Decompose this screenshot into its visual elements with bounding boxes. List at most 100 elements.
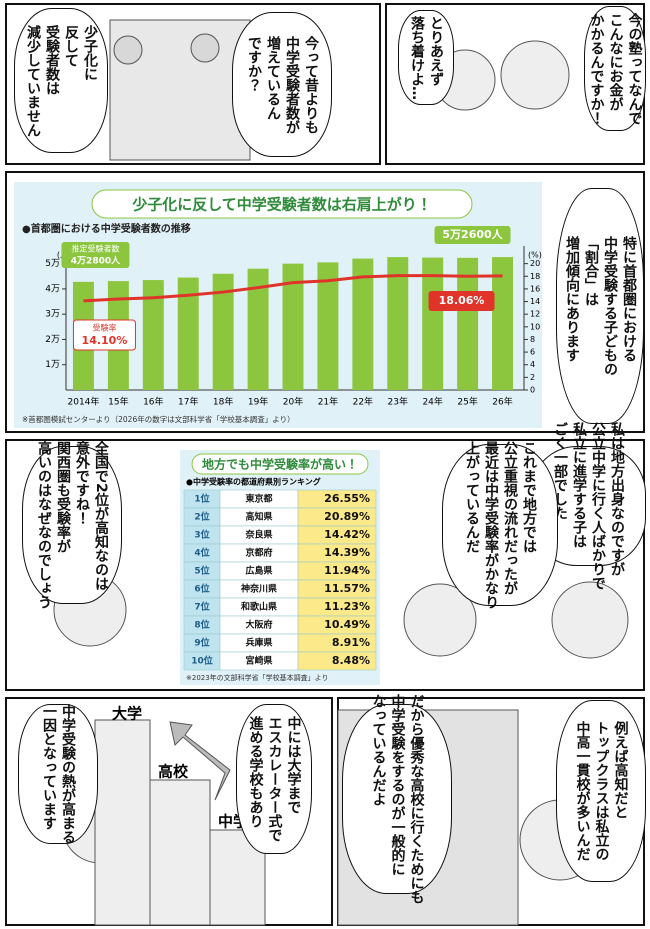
speech-bubble: 私は地方出身なのですが 公立中学に行く人ばかりで 私立に進学する子は ごく一部でした [530,422,646,590]
x-tick-label: 19年 [248,396,268,408]
speech-line: エスカレーター式で [266,716,283,842]
speech-bubble: 中学受験の熱が高まる 一因となっています [18,704,98,844]
speech-text: 今って昔よりも 中学受験者数が 増えているん ですか？ [244,36,320,134]
speech-text: だから優秀な高校に行くためにも 中学受験をするのが一般的に なっているんだよ [369,694,426,904]
speech-line: こんなにお金が [607,12,624,111]
speech-line: 増えているん [265,35,281,120]
speech-bubble: 例えば高知だと トップクラスは私立の 中高一貫校が多いんだ [556,700,646,882]
speech-line: 減少していません [25,24,41,137]
speech-line: 中学受験者数が [284,35,300,134]
speech-line: 一因となっています [41,704,57,830]
speech-bubble: とりあえず 落ち着けよ… [398,10,454,105]
bar [282,263,304,390]
table-text: 8.48% [332,654,370,667]
table-text: 11.23% [324,600,370,613]
building-label: 大学 [112,705,142,723]
speech-bubble: 全国で2位が高知なのは 意外ですね！ 関西圏も受験率が 高いのはなぜなのでしょう [22,441,122,609]
table-text: 10位 [191,655,213,667]
speech-bubble: 特に首都圏における 中学受験する子どもの 「割合」は 増加傾向にあります [556,188,644,424]
speech-text: 私は地方出身なのですが 公立中学に行く人ばかりで 私立に進学する子は ごく一部でした [550,422,626,590]
table-text: 8位 [194,619,209,631]
speech-bubble: 中には大学まで エスカレーター式で 進める学校もあり [236,704,312,854]
series-name: 受験率 [92,323,116,333]
y2-tick-label: 10 [530,322,540,331]
table-title-box [191,453,369,475]
bar [247,268,269,390]
high-school-building [149,779,211,926]
x-tick-label: 24年 [422,396,442,408]
table-text: 6位 [194,583,209,595]
x-tick-label: 17年 [178,396,198,408]
x-tick-label: 25年 [457,396,477,408]
table-text: 20.89% [324,510,370,523]
speech-line: 公立重視の流れだったが [502,441,518,595]
figure-head [113,35,143,65]
speech-text: これまで地方では 公立重視の流れだったが 最近は中学受験率がかなり 上がっているんだ [462,441,538,609]
y-tick-label: 4万 [45,284,60,294]
speech-line: 最近は中学受験率がかなり [483,441,499,609]
speech-line: なっているんだよ [370,694,387,806]
speech-line: 例えば高知だと [612,721,629,819]
table-text: 和歌山県 [240,601,277,613]
x-tick-label: 16年 [143,396,163,408]
speech-line: 私は地方出身なのですが [609,422,625,576]
speech-line: 上がっているんだ [464,441,480,553]
building-label: 高校 [158,763,189,781]
figure-head [190,33,220,63]
x-tick-label: 2014年 [68,396,100,408]
bar [457,257,479,390]
x-tick-label: 22年 [353,396,373,408]
speech-line: 高いのはなぜなのでしょう [36,441,52,609]
speech-line: 公立中学に行く人ばかりで [590,422,606,590]
table-text: 3位 [194,529,209,541]
y-tick-label: 3万 [45,310,60,320]
speech-line: 全国で2位が高知なのは [93,441,109,591]
x-tick-label: 23年 [388,396,408,408]
x-tick-label: 15年 [108,396,128,408]
table-text: 神奈川県 [240,583,277,595]
speech-text: 特に首都圏における 中学受験する子どもの 「割合」は 増加傾向にあります [562,236,638,376]
y2-tick-label: 16 [530,284,540,293]
speech-line: かかるんですか！ [588,12,605,125]
speech-line: 増加傾向にあります [564,236,580,362]
y2-axis-label: (%) [528,251,542,260]
speech-line: ですか？ [246,35,262,92]
panel-frame [5,171,645,433]
y2-tick-label: 12 [530,310,540,319]
value-label: 5万2600人 [442,228,503,241]
y-tick-label: 5万 [45,259,60,269]
y-tick-label: 2万 [45,335,60,345]
figure-head [551,581,629,659]
y2-tick-label: 18 [530,272,540,281]
x-tick-label: 26年 [492,396,512,408]
speech-line: 反して [63,24,79,67]
speech-line: 今の塾ってなんで [626,12,643,125]
speech-text: 中学受験の熱が高まる 一因となっています [39,704,77,844]
chart-note: ※首都圏模試センターより（2026年の数字は文部科学省「学校基本調査」より） [22,414,295,424]
table-text: 広島県 [244,565,272,577]
chart-title: 少子化に反して中学受験者数は右肩上がり！ [132,196,432,214]
speech-line: 中高一貫校が多いんだ [574,721,591,861]
panel-frame [5,3,381,165]
table-title: 地方でも中学受験率が高い！ [202,457,358,472]
x-tick-label: 21年 [318,396,338,408]
panel-frame [5,439,645,691]
annotation-box [61,242,130,268]
table-text: 1位 [194,493,209,505]
x-tick-label: 20年 [283,396,303,408]
table-text: 26.55% [324,492,370,505]
table-text: 8.91% [332,636,370,649]
table-text: 宮崎県 [245,655,272,667]
background-room [109,19,251,161]
speech-line: 中学受験の熱が高まる [60,704,76,844]
x-tick-label: 18年 [213,396,233,408]
bar [352,258,374,390]
table-text: 9位 [194,637,209,649]
speech-line: 「割合」は [583,236,599,306]
speech-bubble: これまで地方では 公立重視の流れだったが 最近は中学受験率がかなり 上がっているんだ [442,441,558,609]
bar [177,277,199,390]
table-cell [297,651,377,671]
bar [422,257,444,390]
table-text: 奈良県 [244,529,272,541]
table-text: 14.39% [324,546,370,559]
